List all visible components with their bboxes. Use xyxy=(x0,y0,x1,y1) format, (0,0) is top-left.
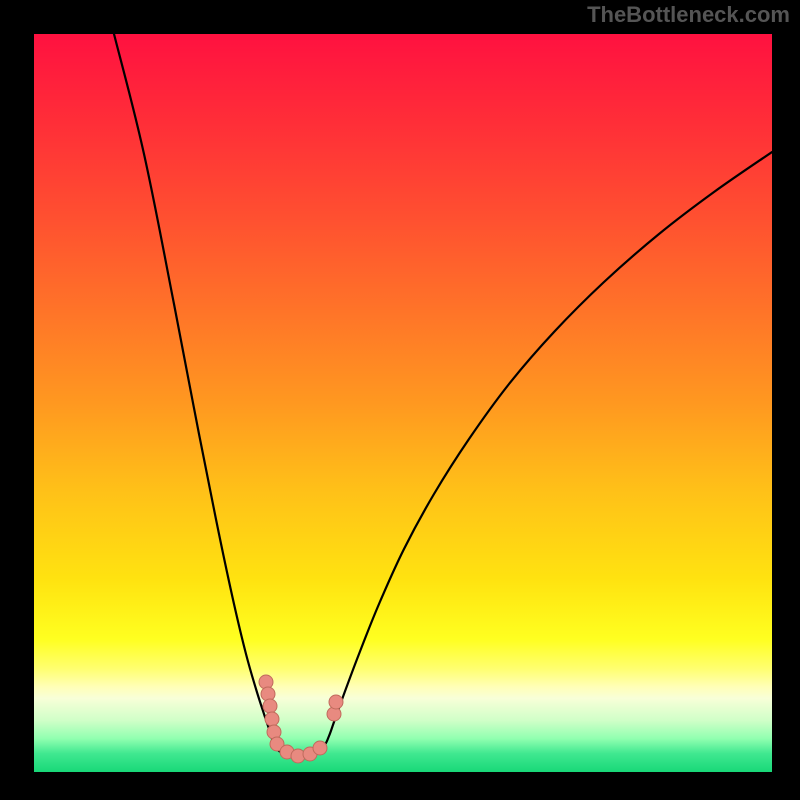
marker-left-3 xyxy=(265,712,279,726)
watermark-text: TheBottleneck.com xyxy=(587,2,790,28)
plot-area xyxy=(34,34,772,772)
marker-left-2 xyxy=(263,699,277,713)
marker-bottom-4 xyxy=(313,741,327,755)
curves-layer xyxy=(34,34,772,772)
chart-container: TheBottleneck.com xyxy=(0,0,800,800)
bottleneck-curve xyxy=(114,34,772,756)
marker-right-1 xyxy=(329,695,343,709)
